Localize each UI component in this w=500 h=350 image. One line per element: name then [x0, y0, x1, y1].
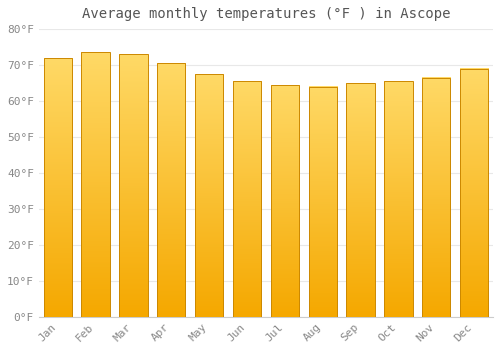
Bar	[195, 74, 224, 317]
Bar	[119, 54, 148, 317]
Title: Average monthly temperatures (°F ) in Ascope: Average monthly temperatures (°F ) in As…	[82, 7, 450, 21]
Bar	[384, 81, 412, 317]
Bar	[270, 85, 299, 317]
Bar	[422, 78, 450, 317]
Bar	[460, 69, 488, 317]
Bar	[233, 81, 261, 317]
Bar	[44, 58, 72, 317]
Bar	[82, 52, 110, 317]
Bar	[157, 63, 186, 317]
Bar	[308, 86, 337, 317]
Bar	[346, 83, 375, 317]
